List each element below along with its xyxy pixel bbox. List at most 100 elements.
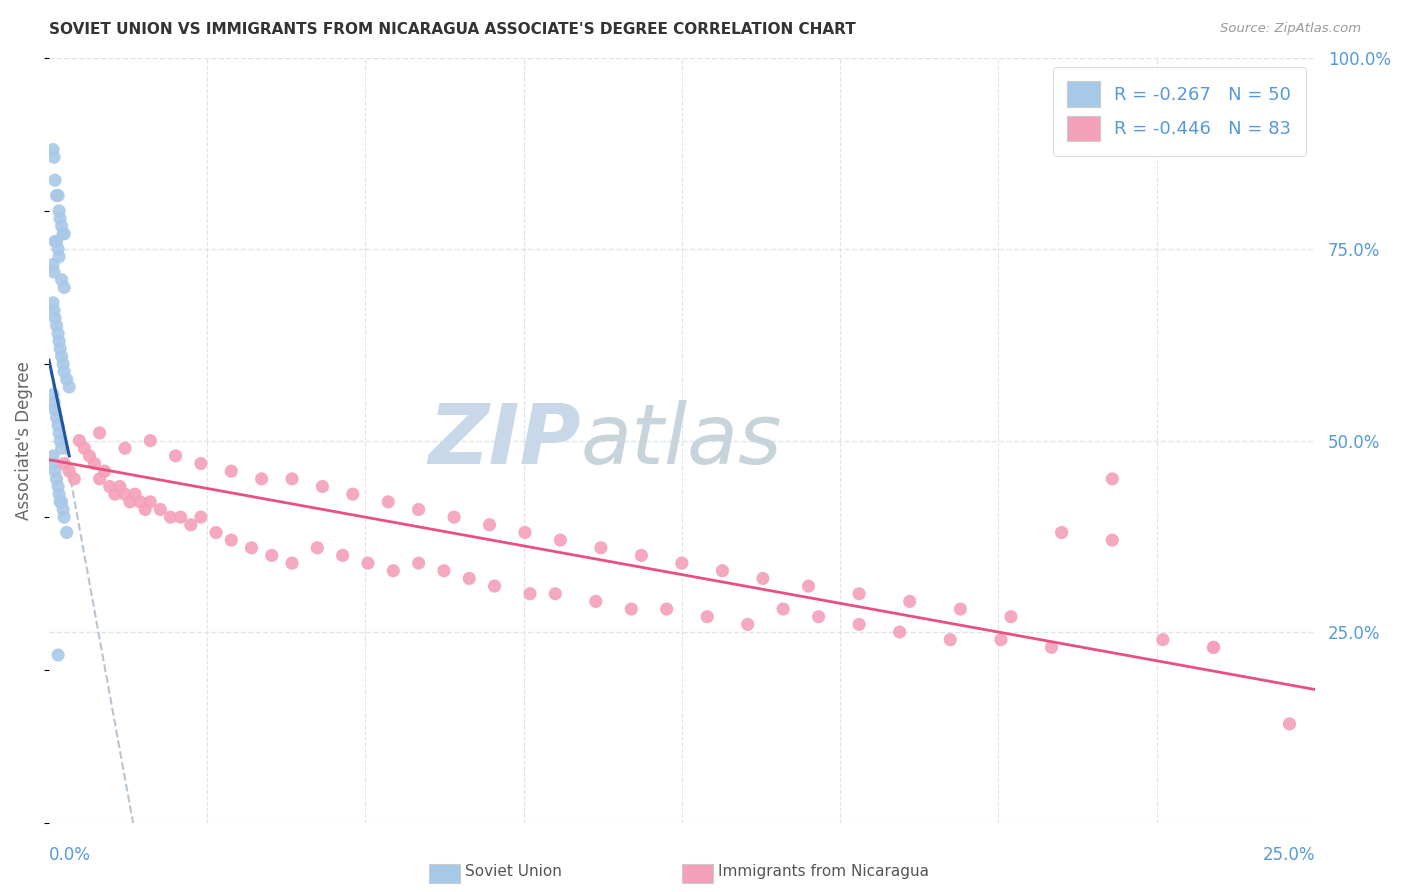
Point [51, 219, 73, 234]
Point [48, 250, 70, 264]
Text: Source: ZipAtlas.com: Source: ZipAtlas.com [1220, 22, 1361, 36]
Point [159, 510, 181, 524]
Text: SOVIET UNION VS IMMIGRANTS FROM NICARAGUA ASSOCIATE'S DEGREE CORRELATION CHART: SOVIET UNION VS IMMIGRANTS FROM NICARAGU… [49, 22, 856, 37]
Point [46, 188, 69, 202]
Point [307, 541, 329, 555]
Point [48, 487, 70, 501]
Point [48, 334, 70, 348]
Legend: R = -0.267   N = 50, R = -0.446   N = 83: R = -0.267 N = 50, R = -0.446 N = 83 [1053, 67, 1306, 156]
Point [696, 609, 718, 624]
Text: ZIP: ZIP [427, 401, 581, 481]
Point [250, 472, 273, 486]
Point [190, 457, 212, 471]
Point [52, 357, 75, 371]
Point [139, 434, 162, 448]
Point [149, 502, 172, 516]
Point [190, 510, 212, 524]
Point [377, 495, 399, 509]
Text: Soviet Union: Soviet Union [465, 864, 562, 880]
Point [42, 457, 65, 471]
Point [46, 242, 69, 256]
Point [49, 211, 72, 226]
Point [990, 632, 1012, 647]
Point [89, 425, 111, 440]
Point [104, 487, 127, 501]
Point [752, 571, 775, 585]
Point [1000, 609, 1022, 624]
Point [51, 273, 73, 287]
Point [52, 502, 75, 516]
Point [807, 609, 830, 624]
Point [139, 495, 162, 509]
Point [45, 235, 67, 249]
Point [58, 380, 80, 394]
Point [42, 143, 65, 157]
Point [46, 418, 69, 433]
Point [44, 311, 66, 326]
Point [443, 510, 465, 524]
Point [42, 387, 65, 401]
Point [49, 342, 72, 356]
Point [42, 449, 65, 463]
Point [180, 517, 202, 532]
Point [46, 479, 69, 493]
Point [332, 549, 354, 563]
Point [260, 549, 283, 563]
Point [51, 442, 73, 456]
Point [484, 579, 506, 593]
Point [589, 541, 612, 555]
Y-axis label: Associate's Degree: Associate's Degree [15, 361, 32, 520]
Point [63, 472, 86, 486]
Point [655, 602, 678, 616]
Point [889, 625, 911, 640]
Point [52, 227, 75, 241]
Point [67, 434, 90, 448]
Point [93, 464, 115, 478]
Point [55, 525, 77, 540]
Point [1040, 640, 1063, 655]
Point [281, 472, 304, 486]
Point [630, 549, 652, 563]
Point [42, 295, 65, 310]
Point [53, 365, 76, 379]
Point [519, 587, 541, 601]
Point [42, 265, 65, 279]
Point [240, 541, 263, 555]
Point [46, 326, 69, 341]
Text: 25.0%: 25.0% [1263, 846, 1315, 863]
Point [513, 525, 536, 540]
Point [1101, 472, 1123, 486]
Point [585, 594, 607, 608]
Point [46, 648, 69, 662]
Point [44, 464, 66, 478]
Point [620, 602, 643, 616]
Point [114, 442, 136, 456]
Point [44, 403, 66, 417]
Point [42, 257, 65, 271]
Point [114, 487, 136, 501]
Point [939, 632, 962, 647]
Point [42, 395, 65, 409]
Point [433, 564, 456, 578]
Point [311, 479, 333, 493]
Point [79, 449, 101, 463]
Point [357, 556, 380, 570]
Point [281, 556, 304, 570]
Text: 0.0%: 0.0% [49, 846, 91, 863]
Point [848, 617, 870, 632]
Point [55, 372, 77, 386]
Point [205, 525, 228, 540]
Point [129, 495, 152, 509]
Point [45, 472, 67, 486]
Point [949, 602, 972, 616]
Point [848, 587, 870, 601]
Point [98, 479, 121, 493]
Point [219, 533, 242, 548]
Point [737, 617, 759, 632]
Text: atlas: atlas [581, 401, 782, 481]
Point [1202, 640, 1225, 655]
Point [48, 425, 70, 440]
Point [671, 556, 693, 570]
Point [1101, 533, 1123, 548]
Point [342, 487, 364, 501]
